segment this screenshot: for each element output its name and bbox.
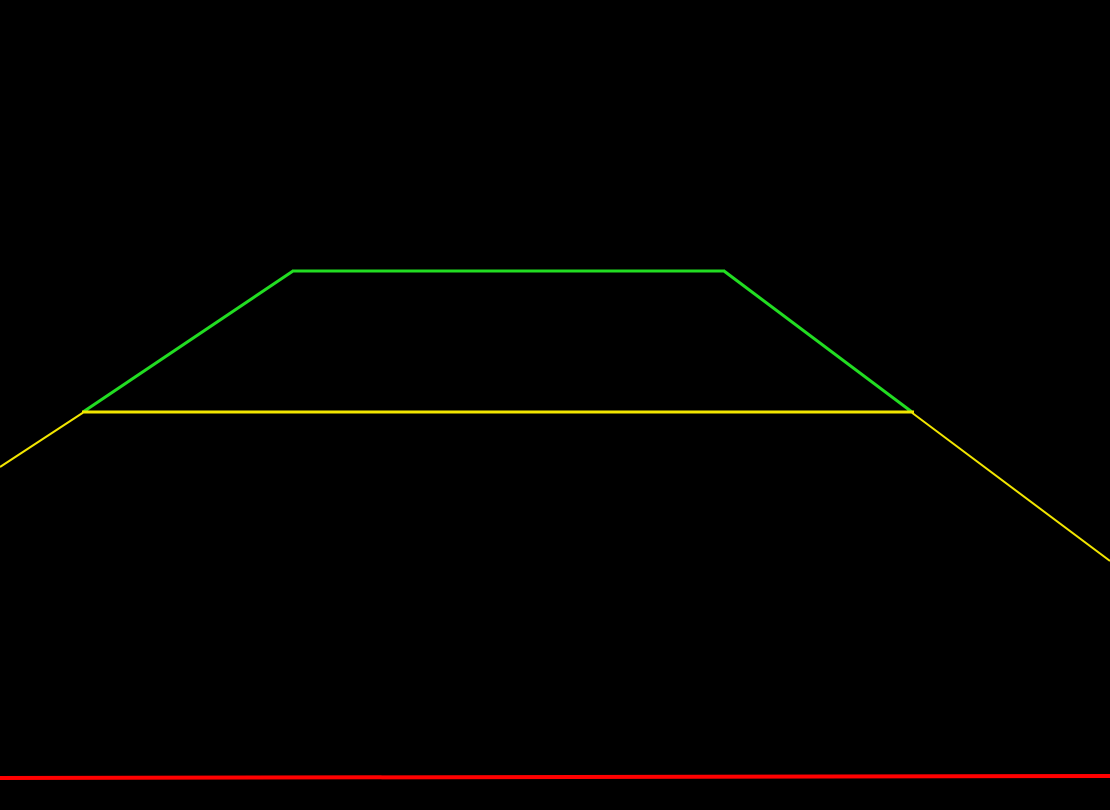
stop-line — [0, 774, 1110, 780]
near-guide-right-edge — [910, 411, 1110, 562]
far-guide-right-edge — [723, 269, 913, 414]
far-guide-left-edge — [82, 269, 294, 414]
near-guide-left-edge — [0, 411, 85, 468]
near-guide — [0, 410, 1110, 562]
far-guide — [82, 269, 913, 414]
